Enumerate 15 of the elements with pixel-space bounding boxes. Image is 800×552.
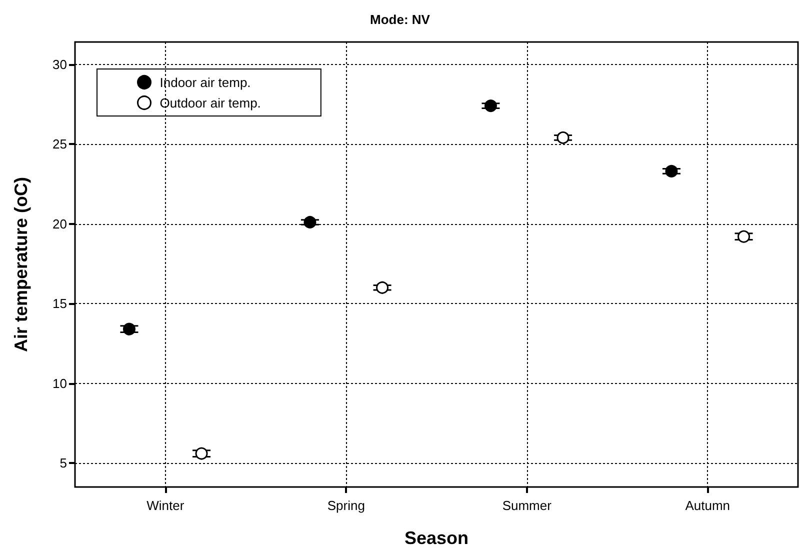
- y-axis-title: Air temperature (oC): [11, 176, 31, 352]
- x-tick-label: Summer: [502, 498, 552, 513]
- y-tick-label: 30: [52, 56, 67, 72]
- y-tick-label: 10: [52, 376, 67, 391]
- y-tick-label: 20: [52, 216, 67, 232]
- chart-title: Mode: NV: [370, 12, 430, 27]
- legend-label: Indoor air temp.: [160, 74, 251, 90]
- x-tick-label: Winter: [146, 498, 185, 513]
- legend-label: Outdoor air temp.: [160, 95, 261, 110]
- y-tick-label: 25: [52, 136, 67, 152]
- x-axis-title: Season: [404, 528, 469, 548]
- y-tick-label: 5: [60, 456, 67, 471]
- y-tick-label: 15: [52, 296, 67, 312]
- x-tick-label: Spring: [327, 498, 365, 513]
- x-tick-label: Autumn: [685, 498, 730, 513]
